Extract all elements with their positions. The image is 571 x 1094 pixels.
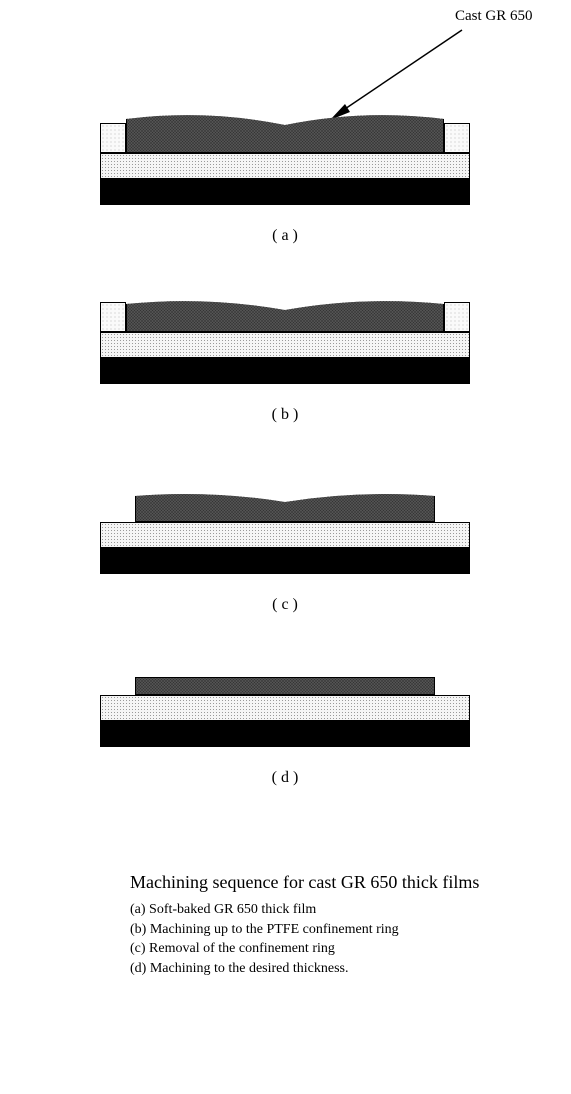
substrate-a	[100, 179, 470, 205]
ring-right-b	[444, 302, 470, 332]
mid-layer-c	[100, 522, 470, 548]
figure-label-d: ( d )	[100, 769, 470, 787]
figure-d: ( d )	[100, 675, 470, 787]
cast-layer-a	[126, 109, 444, 153]
caption-line-b: (b) Machining up to the PTFE confinement…	[130, 920, 510, 940]
figure-label-a: ( a )	[100, 227, 470, 245]
figure-c: ( c )	[100, 490, 470, 614]
cast-layer-c	[135, 490, 435, 522]
substrate-d	[100, 721, 470, 747]
caption-line-c: (c) Removal of the confinement ring	[130, 939, 510, 959]
annotation-label: Cast GR 650	[455, 8, 533, 25]
substrate-b	[100, 358, 470, 384]
cast-layer-d	[135, 677, 435, 695]
mid-layer-d	[100, 695, 470, 721]
caption-line-d: (d) Machining to the desired thickness.	[130, 959, 510, 979]
ring-left-b	[100, 302, 126, 332]
caption-block: Machining sequence for cast GR 650 thick…	[130, 870, 510, 979]
substrate-c	[100, 548, 470, 574]
figure-label-c: ( c )	[100, 596, 470, 614]
ring-left-a	[100, 123, 126, 153]
mid-layer-a	[100, 153, 470, 179]
figure-a: ( a )	[100, 115, 470, 245]
caption-title: Machining sequence for cast GR 650 thick…	[130, 870, 510, 894]
caption-line-a: (a) Soft-baked GR 650 thick film	[130, 900, 510, 920]
figure-b: ( b )	[100, 300, 470, 424]
cast-layer-b	[126, 296, 444, 332]
mid-layer-b	[100, 332, 470, 358]
figure-label-b: ( b )	[100, 406, 470, 424]
ring-right-a	[444, 123, 470, 153]
